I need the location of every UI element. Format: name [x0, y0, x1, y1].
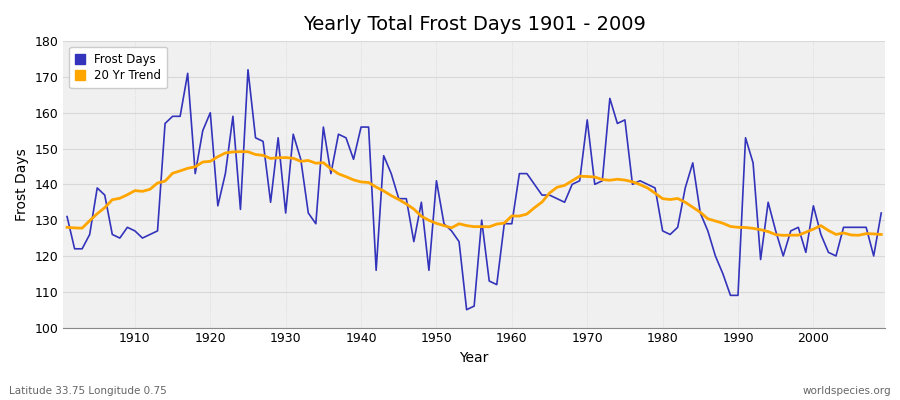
- 20 Yr Trend: [507, 214, 517, 218]
- Text: worldspecies.org: worldspecies.org: [803, 386, 891, 396]
- Frost Days: [521, 171, 532, 176]
- 20 Yr Trend: [122, 192, 133, 197]
- X-axis label: Year: Year: [460, 351, 489, 365]
- 20 Yr Trend: [340, 174, 351, 179]
- Frost Days: [243, 67, 254, 72]
- 20 Yr Trend: [235, 149, 246, 154]
- 20 Yr Trend: [876, 232, 886, 237]
- 20 Yr Trend: [514, 214, 525, 218]
- Frost Days: [876, 210, 886, 215]
- 20 Yr Trend: [605, 178, 616, 183]
- Frost Days: [122, 225, 133, 230]
- 20 Yr Trend: [62, 225, 73, 230]
- Frost Days: [62, 214, 73, 219]
- Text: Latitude 33.75 Longitude 0.75: Latitude 33.75 Longitude 0.75: [9, 386, 166, 396]
- Frost Days: [461, 307, 472, 312]
- Legend: Frost Days, 20 Yr Trend: Frost Days, 20 Yr Trend: [69, 47, 166, 88]
- 20 Yr Trend: [778, 233, 788, 238]
- Frost Days: [340, 135, 351, 140]
- Frost Days: [295, 157, 306, 162]
- Line: 20 Yr Trend: 20 Yr Trend: [68, 152, 881, 235]
- 20 Yr Trend: [295, 159, 306, 164]
- Line: Frost Days: Frost Days: [68, 70, 881, 310]
- Y-axis label: Frost Days: Frost Days: [15, 148, 29, 221]
- Frost Days: [514, 171, 525, 176]
- Title: Yearly Total Frost Days 1901 - 2009: Yearly Total Frost Days 1901 - 2009: [302, 15, 645, 34]
- Frost Days: [612, 121, 623, 126]
